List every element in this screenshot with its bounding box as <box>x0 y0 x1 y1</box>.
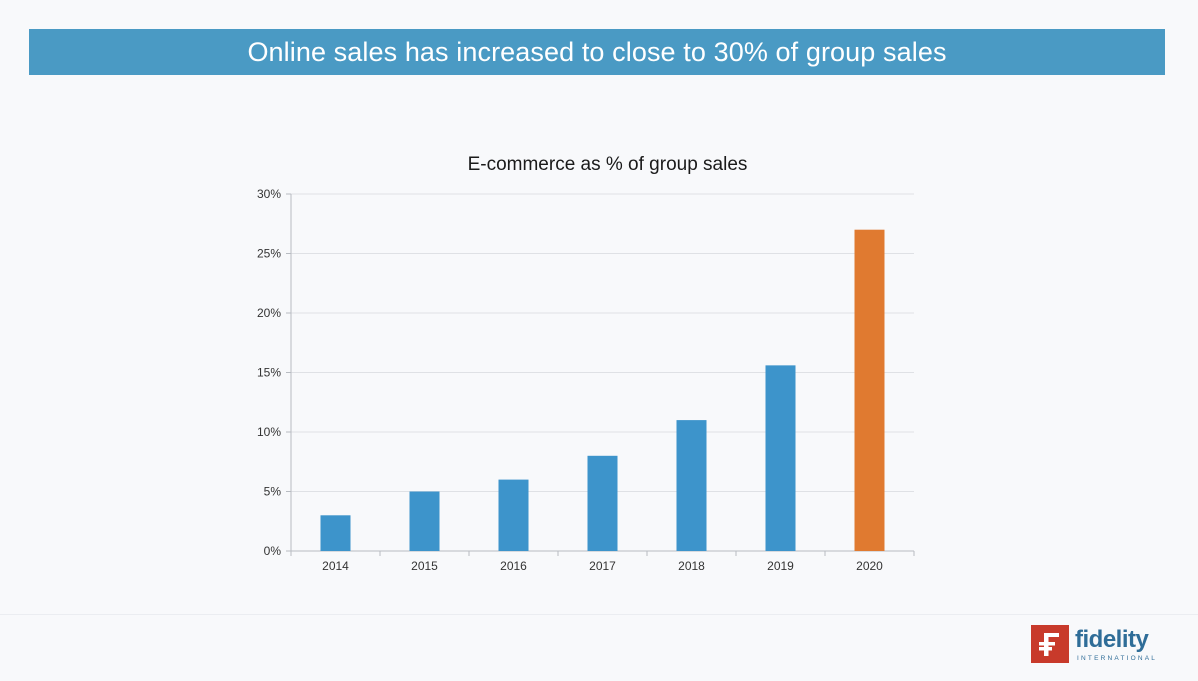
chart-title: E-commerce as % of group sales <box>468 154 748 175</box>
bar-2019 <box>765 365 796 551</box>
y-tick-label: 15% <box>257 366 281 380</box>
bar-2016 <box>498 479 529 551</box>
y-tick-label: 20% <box>257 306 281 320</box>
bar-2020 <box>854 229 885 551</box>
fidelity-logo: fidelity INTERNATIONAL <box>1031 625 1156 665</box>
footer-divider <box>0 614 1198 615</box>
y-tick-label: 5% <box>264 485 282 499</box>
y-tick-label: 10% <box>257 425 281 439</box>
x-tick-label: 2016 <box>500 559 527 573</box>
bar-2015 <box>409 491 440 551</box>
title-banner: Online sales has increased to close to 3… <box>29 29 1165 75</box>
bar-2018 <box>676 420 707 551</box>
x-tick-label: 2015 <box>411 559 438 573</box>
x-tick-label: 2014 <box>322 559 349 573</box>
bar-2014 <box>320 515 351 551</box>
logo-wordmark: fidelity <box>1075 626 1149 653</box>
x-tick-label: 2017 <box>589 559 616 573</box>
x-tick-label: 2019 <box>767 559 794 573</box>
slide-headline: Online sales has increased to close to 3… <box>247 36 947 67</box>
bar-2017 <box>587 455 618 551</box>
y-tick-label: 0% <box>264 544 282 558</box>
x-tick-label: 2018 <box>678 559 705 573</box>
fidelity-logo-mark <box>1031 625 1069 663</box>
logo-subtitle: INTERNATIONAL <box>1077 655 1158 662</box>
y-tick-label: 30% <box>257 187 281 201</box>
y-tick-label: 25% <box>257 247 281 261</box>
x-tick-label: 2020 <box>856 559 883 573</box>
